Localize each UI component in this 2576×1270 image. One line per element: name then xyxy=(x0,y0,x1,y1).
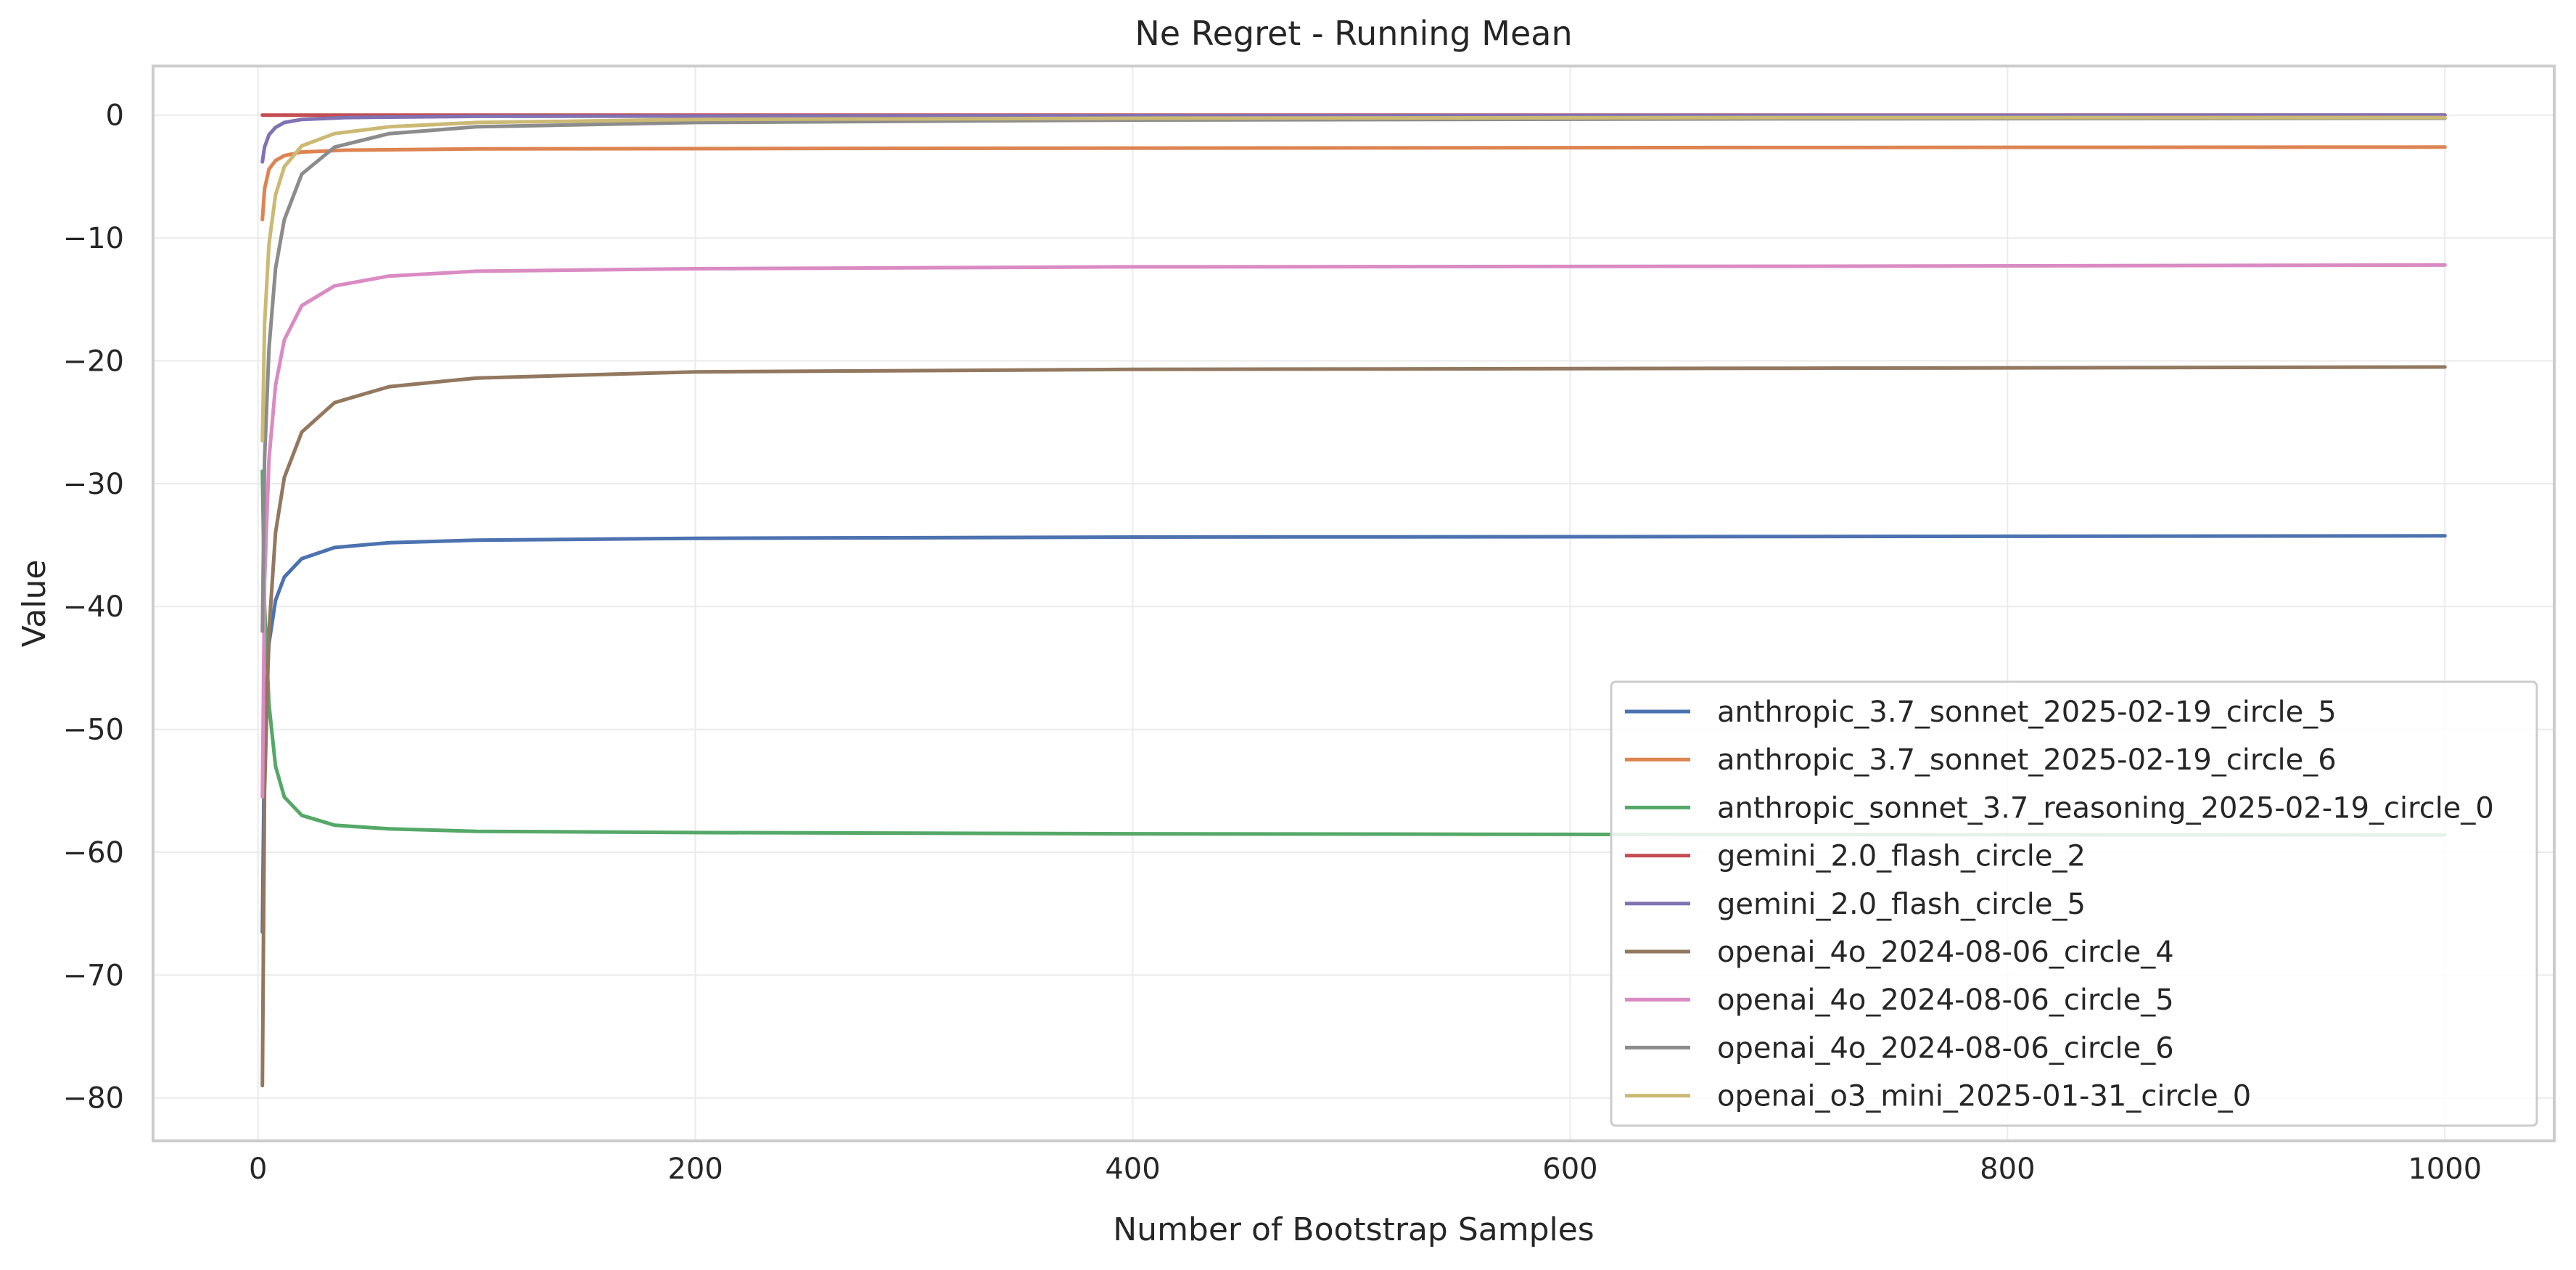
legend-entry-label: openai_4o_2024-08-06_circle_6 xyxy=(1717,1031,2174,1065)
x-tick-label: 200 xyxy=(667,1153,723,1186)
x-tick-label: 1000 xyxy=(2408,1153,2482,1186)
series-line-6 xyxy=(260,263,2447,799)
legend-entry-label: openai_o3_mini_2025-01-31_circle_0 xyxy=(1717,1080,2251,1113)
y-tick-label: −10 xyxy=(63,222,124,255)
y-tick-label: −20 xyxy=(63,345,124,378)
legend-entry-label: gemini_2.0_flash_circle_2 xyxy=(1717,840,2086,873)
grid xyxy=(153,66,2554,1141)
series-line-8 xyxy=(260,115,2447,443)
legend-entry-label: anthropic_3.7_sonnet_2025-02-19_circle_5 xyxy=(1717,696,2337,729)
x-tick-label: 0 xyxy=(249,1153,267,1186)
legend-entry-label: openai_4o_2024-08-06_circle_5 xyxy=(1717,984,2174,1017)
legend-entry-label: openai_4o_2024-08-06_circle_4 xyxy=(1717,936,2174,969)
x-axis-label: Number of Bootstrap Samples xyxy=(1113,1211,1594,1248)
y-tick-label: −30 xyxy=(63,468,124,501)
legend-entry-label: anthropic_3.7_sonnet_2025-02-19_circle_6 xyxy=(1717,743,2337,777)
y-axis-label: Value xyxy=(16,560,53,648)
legend: anthropic_3.7_sonnet_2025-02-19_circle_5… xyxy=(1610,680,2538,1127)
y-tick-label: −70 xyxy=(63,959,124,992)
series-line-4 xyxy=(260,113,2447,164)
tick-labels: 0 200 400 600 800 1000 0 −10 −20 −30 −40 −50 −60 −70 −… xyxy=(63,99,2482,1186)
series-line-5 xyxy=(260,365,2447,1088)
series-layer xyxy=(260,113,2447,1088)
plot-frame xyxy=(152,65,2556,1142)
x-tick-label: 400 xyxy=(1105,1153,1160,1186)
y-tick-label: −60 xyxy=(63,836,124,870)
legend-entry-label: gemini_2.0_flash_circle_5 xyxy=(1717,888,2086,921)
y-tick-label: −50 xyxy=(63,714,124,747)
x-tick-label: 600 xyxy=(1542,1153,1597,1186)
legend-entry-label: anthropic_sonnet_3.7_reasoning_2025-02-1… xyxy=(1717,791,2494,825)
y-tick-label: −40 xyxy=(63,590,124,624)
y-tick-label: 0 xyxy=(106,99,124,133)
chart-title: Ne Regret - Running Mean xyxy=(1135,14,1572,53)
series-line-1 xyxy=(260,145,2447,222)
y-tick-label: −80 xyxy=(63,1082,124,1116)
series-line-2 xyxy=(260,469,2447,837)
x-tick-label: 800 xyxy=(1980,1153,2035,1186)
legend-box xyxy=(1610,680,2538,1127)
